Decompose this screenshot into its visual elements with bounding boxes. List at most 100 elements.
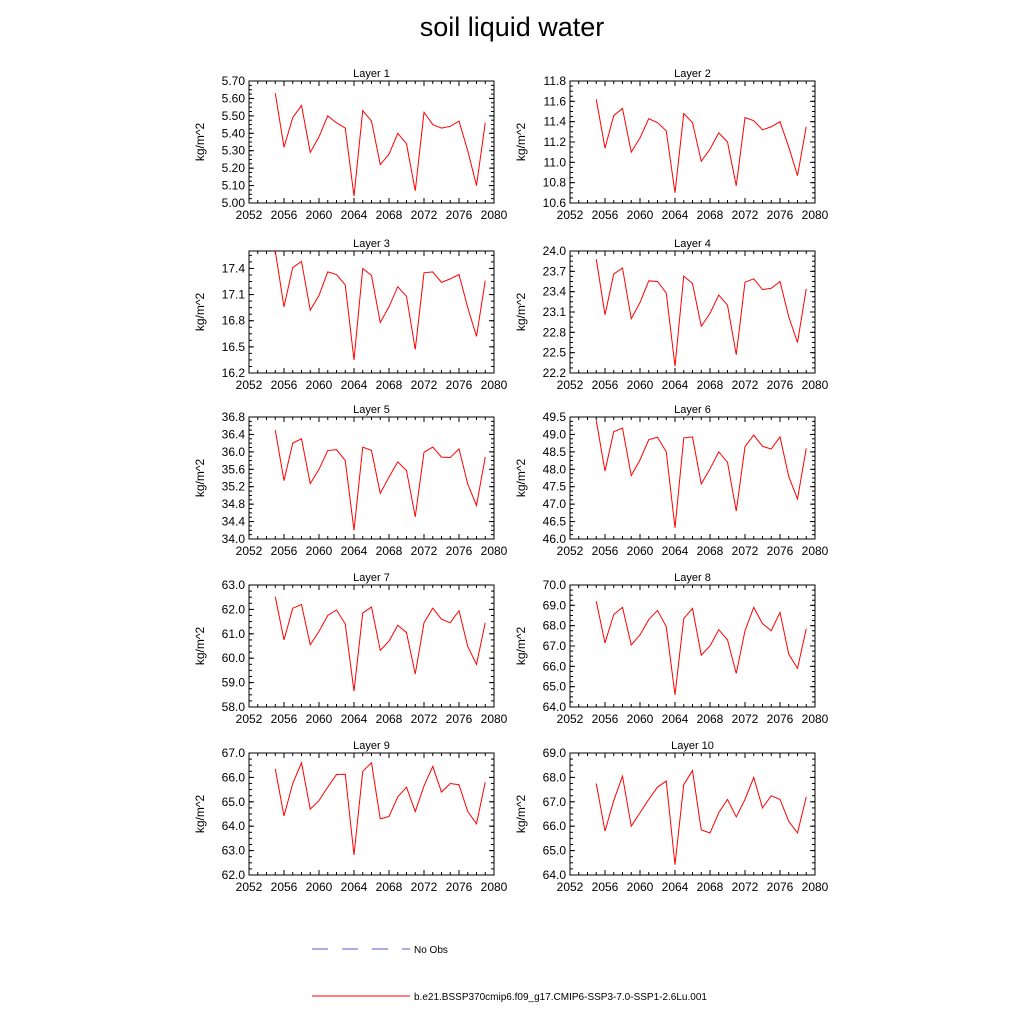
series-line [274, 429, 486, 531]
x-tick-label: 2056 [271, 544, 298, 558]
x-tick-label: 2056 [592, 544, 619, 558]
series-line [274, 761, 486, 856]
y-tick-label: 68.0 [543, 770, 567, 784]
x-tick-label: 2060 [306, 544, 333, 558]
y-tick-label: 48.5 [543, 445, 567, 459]
plot-frame [248, 752, 495, 876]
y-tick-label: 16.5 [222, 340, 246, 354]
y-tick-label: 66.0 [543, 659, 567, 673]
y-tick-label: 5.50 [222, 109, 246, 123]
panel-title: Layer 9 [353, 740, 390, 752]
y-axis-label: kg/m^2 [193, 795, 207, 834]
y-tick-label: 10.8 [543, 176, 567, 190]
panel-title: Layer 2 [674, 68, 711, 80]
x-tick-label: 2064 [662, 208, 689, 222]
y-tick-label: 64.0 [543, 868, 567, 882]
y-tick-label: 65.0 [543, 844, 567, 858]
x-tick-label: 2080 [481, 378, 508, 392]
y-tick-label: 24.0 [543, 244, 567, 258]
y-tick-label: 70.0 [543, 578, 567, 592]
y-tick-label: 5.70 [222, 74, 246, 88]
y-axis-label: kg/m^2 [193, 123, 207, 162]
x-tick-label: 2076 [446, 880, 473, 894]
y-tick-label: 34.4 [222, 515, 246, 529]
y-tick-label: 22.5 [543, 346, 567, 360]
series-line [595, 259, 807, 367]
y-tick-label: 5.60 [222, 91, 246, 105]
x-tick-label: 2076 [767, 712, 794, 726]
y-tick-label: 11.4 [544, 115, 567, 129]
y-axis-label: kg/m^2 [193, 459, 207, 498]
x-tick-label: 2064 [662, 544, 689, 558]
x-tick-label: 2064 [341, 712, 368, 726]
figure-title: soil liquid water [419, 12, 605, 42]
chart-panel-4: Layer 4 kg/m^2 2052 2056 2060 2064 2068 2072 207… [514, 238, 829, 392]
y-tick-label: 68.0 [543, 619, 567, 633]
y-tick-label: 63.0 [222, 578, 246, 592]
y-tick-label: 34.8 [222, 497, 246, 511]
y-tick-label: 65.0 [543, 680, 567, 694]
x-tick-label: 2052 [236, 208, 263, 222]
x-tick-label: 2076 [446, 544, 473, 558]
chart-panel-5: Layer 5 kg/m^2 2052 2056 2060 2064 2068 2072 207… [193, 404, 508, 558]
x-tick-label: 2056 [271, 880, 298, 894]
y-tick-label: 58.0 [222, 700, 246, 714]
panel-title: Layer 3 [353, 238, 390, 250]
y-tick-label: 11.8 [544, 74, 567, 88]
x-tick-label: 2076 [767, 208, 794, 222]
plot-frame [569, 584, 816, 708]
x-tick-label: 2076 [767, 544, 794, 558]
x-tick-label: 2072 [732, 378, 759, 392]
x-tick-label: 2056 [271, 378, 298, 392]
y-tick-label: 47.5 [543, 480, 567, 494]
x-tick-label: 2060 [306, 208, 333, 222]
y-axis-label: kg/m^2 [514, 459, 528, 498]
x-tick-label: 2080 [802, 544, 829, 558]
panel-title: Layer 6 [674, 404, 711, 416]
x-tick-label: 2064 [341, 544, 368, 558]
x-tick-label: 2064 [662, 712, 689, 726]
x-tick-label: 2052 [557, 544, 584, 558]
x-tick-label: 2056 [592, 712, 619, 726]
x-tick-label: 2080 [481, 544, 508, 558]
x-tick-label: 2060 [306, 712, 333, 726]
x-tick-label: 2068 [376, 544, 403, 558]
y-tick-label: 64.0 [543, 700, 567, 714]
x-tick-label: 2072 [411, 880, 438, 894]
y-tick-label: 67.0 [543, 639, 567, 653]
plot-frame [248, 250, 495, 374]
x-tick-label: 2068 [376, 712, 403, 726]
series-line [595, 601, 807, 695]
panel-title: Layer 4 [674, 238, 711, 250]
x-tick-label: 2060 [306, 378, 333, 392]
y-axis-label: kg/m^2 [514, 123, 528, 162]
y-tick-label: 66.0 [222, 770, 246, 784]
y-tick-label: 22.8 [543, 325, 567, 339]
y-axis-label: kg/m^2 [193, 627, 207, 666]
x-tick-label: 2080 [802, 378, 829, 392]
x-tick-label: 2068 [697, 712, 724, 726]
series-line [274, 596, 486, 692]
y-tick-label: 17.1 [222, 288, 246, 302]
plot-frame [569, 416, 816, 540]
y-tick-label: 23.7 [543, 264, 567, 278]
y-tick-label: 62.0 [222, 602, 246, 616]
chart-panel-10: Layer 10 kg/m^2 2052 2056 2060 2064 2068 2072 20… [514, 740, 829, 894]
chart-panel-1: Layer 1 kg/m^2 2052 2056 2060 2064 2068 2072 207… [193, 68, 508, 222]
legend-label-model: b.e21.BSSP370cmip6.f09_g17.CMIP6-SSP3-7.… [414, 992, 707, 1003]
x-tick-label: 2060 [627, 378, 654, 392]
x-tick-label: 2052 [557, 378, 584, 392]
x-tick-label: 2056 [271, 712, 298, 726]
panel-title: Layer 5 [353, 404, 390, 416]
x-tick-label: 2056 [592, 208, 619, 222]
x-tick-label: 2052 [236, 712, 263, 726]
y-tick-label: 62.0 [222, 868, 246, 882]
x-tick-label: 2056 [271, 208, 298, 222]
x-tick-label: 2068 [697, 378, 724, 392]
series-line [274, 93, 486, 197]
panel-title: Layer 10 [671, 740, 714, 752]
x-tick-label: 2052 [557, 712, 584, 726]
y-tick-label: 61.0 [222, 627, 246, 641]
